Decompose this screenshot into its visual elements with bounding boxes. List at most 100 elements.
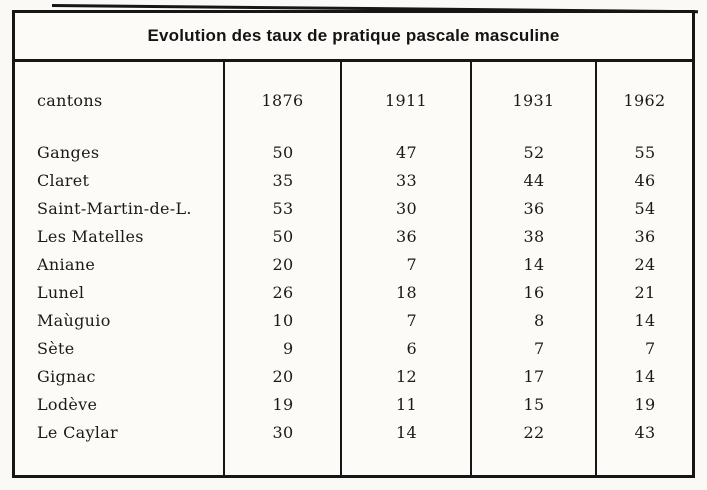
- value-cell: 14: [597, 306, 692, 334]
- canton-name-cell: Saint-Martin-de-L.: [37, 198, 192, 218]
- value-cell: 7: [472, 334, 595, 362]
- value-text: 46: [634, 170, 656, 190]
- canton-name-cell: Les Matelles: [37, 226, 144, 246]
- value-text: 19: [272, 394, 294, 414]
- value-cell: 43: [597, 418, 692, 446]
- value-text: 14: [634, 310, 656, 330]
- value-cell: 36: [597, 222, 692, 250]
- value-text: 20: [272, 366, 294, 386]
- value-cell: 52: [472, 138, 595, 166]
- value-cell: 50: [225, 138, 340, 166]
- value-text: 30: [272, 422, 294, 442]
- value-cell: 30: [342, 194, 470, 222]
- value-text: 10: [272, 310, 294, 330]
- value-text: 36: [523, 198, 545, 218]
- value-text: 43: [634, 422, 656, 442]
- value-text: 8: [534, 310, 545, 330]
- value-text: 24: [634, 254, 656, 274]
- value-text: 14: [523, 254, 545, 274]
- value-text: 18: [396, 282, 417, 302]
- value-text: 17: [523, 366, 545, 386]
- table-title: Evolution des taux de pratique pascale m…: [15, 13, 692, 62]
- value-text: 47: [396, 142, 417, 162]
- value-text: 44: [523, 170, 545, 190]
- value-cell: 47: [342, 138, 470, 166]
- value-text: 9: [283, 338, 294, 358]
- value-text: 14: [396, 422, 417, 442]
- canton-name-cell: Gignac: [37, 366, 96, 386]
- value-cell: 30: [225, 418, 340, 446]
- value-cell: 15: [472, 390, 595, 418]
- value-text: 52: [523, 142, 545, 162]
- value-text: 54: [634, 198, 656, 218]
- value-text: 19: [634, 394, 656, 414]
- value-text: 33: [396, 170, 417, 190]
- value-cell: 44: [472, 166, 595, 194]
- value-cell: 50: [225, 222, 340, 250]
- canton-name-cell: Lodève: [37, 394, 98, 414]
- value-cell: 18: [342, 278, 470, 306]
- canton-name-cell: Ganges: [37, 142, 100, 162]
- column-cantons: cantons Ganges Claret Saint-Martin-de-L. Les…: [15, 62, 225, 475]
- value-cell: 10: [225, 306, 340, 334]
- value-text: 35: [272, 170, 294, 190]
- header-cell-year: 1911: [385, 90, 427, 110]
- value-text: 55: [634, 142, 656, 162]
- header-cell-year: 1931: [512, 90, 555, 110]
- value-cell: 14: [472, 250, 595, 278]
- value-cell: 6: [342, 334, 470, 362]
- header-cell-cantons: cantons: [37, 90, 103, 110]
- value-text: 53: [272, 198, 294, 218]
- value-cell: 11: [342, 390, 470, 418]
- column-year-0: 1876 50 35 53 50 20 26 10 9 20 19 30: [225, 62, 342, 475]
- value-text: 7: [406, 310, 417, 330]
- column-year-3: 1962 55 46 54 36 24 21 14 7 14 19 43: [597, 62, 692, 475]
- canton-name-cell: Le Caylar: [37, 422, 119, 442]
- column-year-2: 1931 52 44 36 38 14 16 8 7 17 15 22: [472, 62, 597, 475]
- value-cell: 35: [225, 166, 340, 194]
- column-year-1: 1911 47 33 30 36 7 18 7 6 12 11 14: [342, 62, 472, 475]
- value-cell: 8: [472, 306, 595, 334]
- value-cell: 21: [597, 278, 692, 306]
- value-text: 50: [272, 226, 294, 246]
- value-cell: 46: [597, 166, 692, 194]
- value-text: 7: [406, 254, 417, 274]
- value-cell: 54: [597, 194, 692, 222]
- value-cell: 38: [472, 222, 595, 250]
- canton-name-cell: Maùguio: [37, 310, 111, 330]
- value-text: 36: [396, 226, 417, 246]
- value-cell: 24: [597, 250, 692, 278]
- value-text: 16: [523, 282, 545, 302]
- value-cell: 20: [225, 250, 340, 278]
- value-cell: 14: [597, 362, 692, 390]
- value-text: 12: [396, 366, 417, 386]
- value-cell: 9: [225, 334, 340, 362]
- value-cell: 12: [342, 362, 470, 390]
- value-text: 15: [523, 394, 545, 414]
- value-text: 20: [272, 254, 294, 274]
- value-text: 7: [645, 338, 656, 358]
- value-text: 26: [272, 282, 294, 302]
- value-cell: 7: [342, 306, 470, 334]
- value-text: 50: [272, 142, 294, 162]
- canton-name-cell: Lunel: [37, 282, 85, 302]
- value-text: 30: [396, 198, 417, 218]
- value-text: 7: [534, 338, 545, 358]
- value-cell: 26: [225, 278, 340, 306]
- canton-name-cell: Aniane: [37, 254, 96, 274]
- pratique-pascale-table: Evolution des taux de pratique pascale m…: [12, 10, 695, 478]
- value-cell: 19: [225, 390, 340, 418]
- value-cell: 53: [225, 194, 340, 222]
- value-text: 6: [406, 338, 417, 358]
- value-text: 14: [634, 366, 656, 386]
- value-cell: 16: [472, 278, 595, 306]
- value-text: 11: [396, 394, 417, 414]
- value-text: 22: [523, 422, 545, 442]
- value-cell: 7: [597, 334, 692, 362]
- canton-name-cell: Sète: [37, 338, 75, 358]
- value-cell: 55: [597, 138, 692, 166]
- value-cell: 14: [342, 418, 470, 446]
- header-cell-year: 1962: [623, 90, 666, 110]
- value-text: 36: [634, 226, 656, 246]
- value-cell: 33: [342, 166, 470, 194]
